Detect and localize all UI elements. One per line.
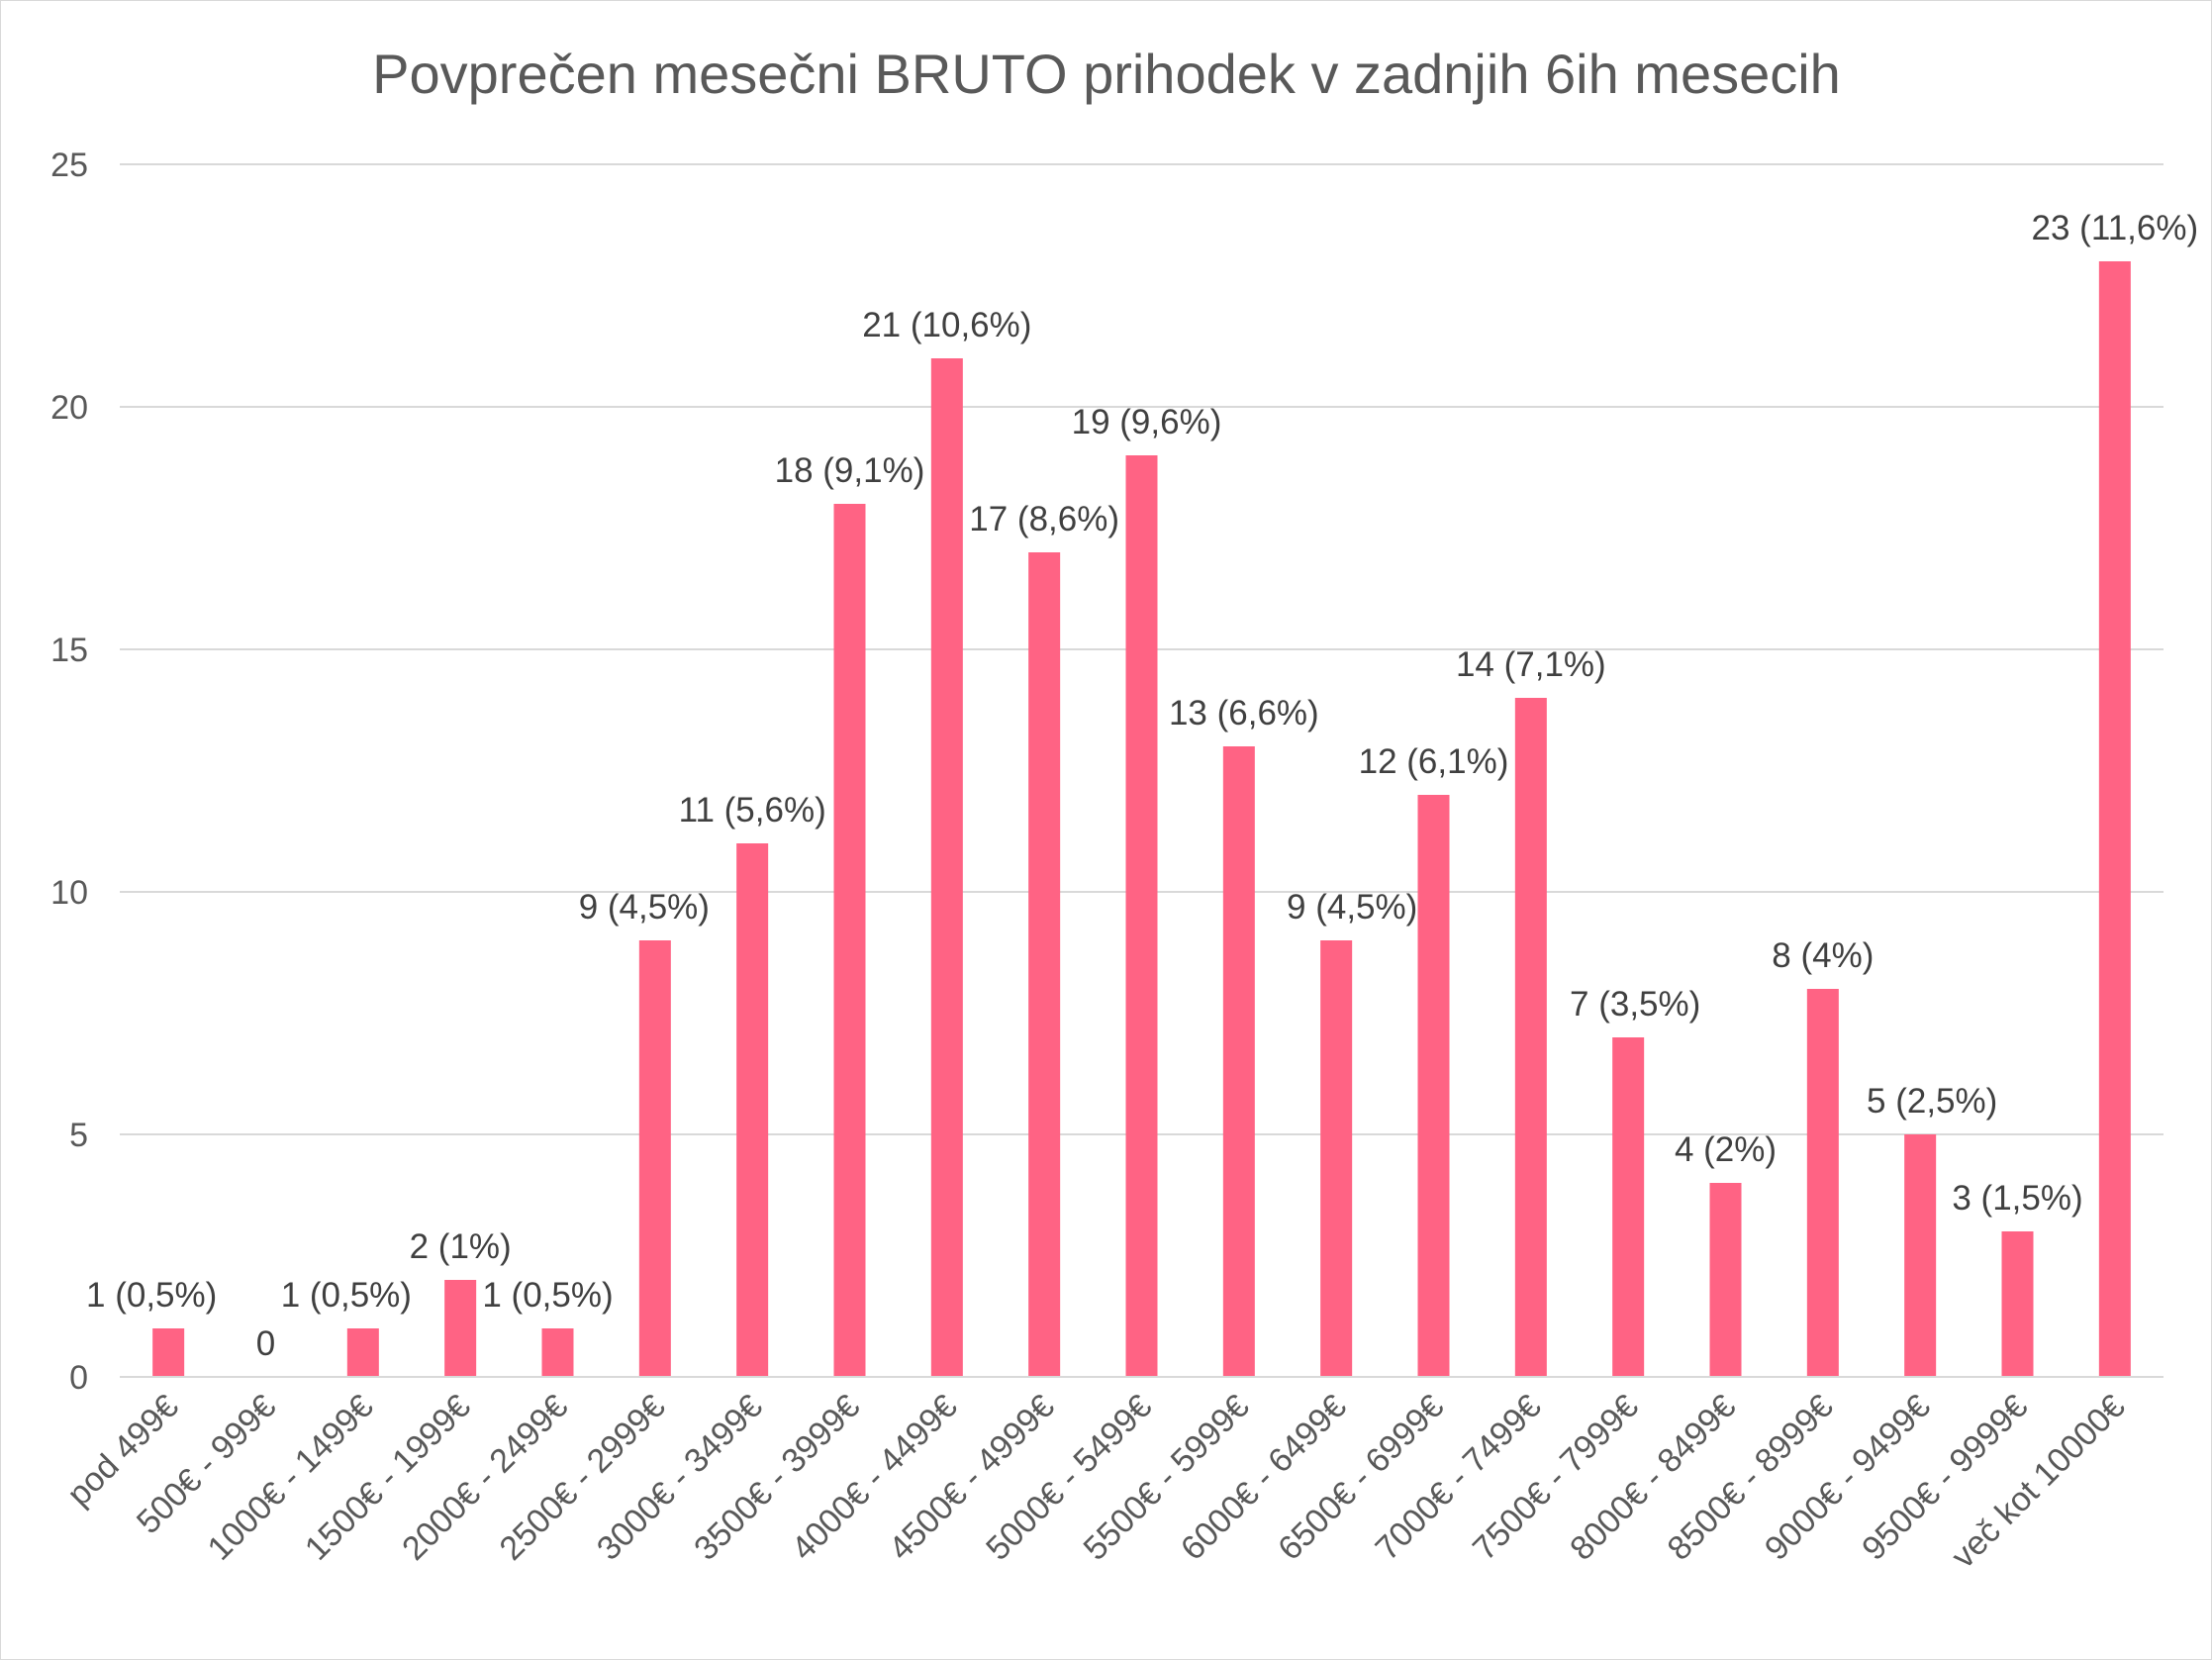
bar — [1514, 698, 1547, 1377]
y-tick-label: 10 — [50, 874, 88, 912]
data-label: 12 (6,1%) — [1359, 742, 1509, 781]
bar — [1806, 989, 1839, 1377]
x-category-label: 5000€ - 5499€ — [979, 1388, 1159, 1568]
bars — [152, 261, 2131, 1377]
data-label: 0 — [256, 1324, 275, 1363]
y-tick-label: 20 — [50, 389, 88, 427]
bar — [833, 504, 866, 1377]
bar — [638, 940, 671, 1377]
data-label: 19 (9,6%) — [1072, 403, 1222, 441]
bar — [541, 1328, 574, 1377]
chart-title: Povprečen mesečni BRUTO prihodek v zadnj… — [372, 43, 1841, 105]
data-label: 13 (6,6%) — [1169, 694, 1319, 733]
x-category-label: 8000€ - 8499€ — [1563, 1388, 1743, 1568]
y-tick-label: 0 — [69, 1359, 88, 1397]
data-label: 17 (8,6%) — [969, 500, 1119, 538]
data-label: 8 (4%) — [1772, 936, 1874, 975]
x-category-label: 1500€ - 1999€ — [298, 1388, 478, 1568]
data-label: 4 (2%) — [1675, 1130, 1777, 1169]
x-category-label: 7000€ - 7499€ — [1369, 1388, 1549, 1568]
bar — [444, 1280, 477, 1377]
bar — [1320, 940, 1353, 1377]
bar — [1612, 1037, 1645, 1377]
data-label: 9 (4,5%) — [579, 888, 710, 927]
x-category-label: 3500€ - 3999€ — [687, 1388, 867, 1568]
bar — [1709, 1183, 1742, 1377]
x-category-label: 8500€ - 8999€ — [1661, 1388, 1841, 1568]
x-category-label: 5500€ - 5999€ — [1077, 1388, 1257, 1568]
data-label: 18 (9,1%) — [775, 451, 925, 490]
x-category-label: 7500€ - 7999€ — [1466, 1388, 1646, 1568]
bar — [1028, 552, 1061, 1377]
data-label: 21 (10,6%) — [862, 306, 1031, 344]
x-category-label: 2000€ - 2499€ — [395, 1388, 575, 1568]
data-label: 1 (0,5%) — [86, 1276, 217, 1315]
data-label: 7 (3,5%) — [1570, 985, 1700, 1024]
bar — [2098, 261, 2131, 1377]
data-label: 1 (0,5%) — [482, 1276, 613, 1315]
x-category-label: 1000€ - 1499€ — [201, 1388, 381, 1568]
x-category-label: 9500€ - 9999€ — [1855, 1388, 2035, 1568]
data-label: 3 (1,5%) — [1952, 1179, 2082, 1218]
x-axis-category-labels: pod 499€500€ - 999€1000€ - 1499€1500€ - … — [60, 1388, 2133, 1576]
x-category-label: 4000€ - 4499€ — [785, 1388, 965, 1568]
data-labels: 1 (0,5%)01 (0,5%)2 (1%)1 (0,5%)9 (4,5%)1… — [86, 209, 2198, 1363]
data-label: 11 (5,6%) — [679, 791, 826, 830]
bar — [1417, 795, 1450, 1377]
y-tick-label: 15 — [50, 632, 88, 669]
data-label: 1 (0,5%) — [281, 1276, 412, 1315]
bar — [1904, 1134, 1937, 1377]
y-tick-label: 5 — [69, 1117, 88, 1154]
x-category-label: 6000€ - 6499€ — [1174, 1388, 1354, 1568]
bar — [152, 1328, 185, 1377]
data-label: 9 (4,5%) — [1287, 888, 1417, 927]
bar — [1125, 455, 1158, 1377]
y-axis-tick-labels: 0 5 10 15 20 25 — [50, 147, 88, 1397]
x-category-label: 2500€ - 2999€ — [493, 1388, 673, 1568]
x-category-label: 4500€ - 4999€ — [882, 1388, 1062, 1568]
data-label: 5 (2,5%) — [1867, 1082, 1997, 1121]
x-category-label: 9000€ - 9499€ — [1758, 1388, 1938, 1568]
bar — [736, 843, 769, 1377]
bar — [930, 358, 963, 1377]
bar — [346, 1328, 379, 1377]
x-category-label: 6500€ - 6999€ — [1271, 1388, 1451, 1568]
data-label: 14 (7,1%) — [1456, 645, 1606, 684]
bar — [1222, 746, 1255, 1377]
x-category-label: 3000€ - 3499€ — [590, 1388, 770, 1568]
data-label: 23 (11,6%) — [2032, 209, 2199, 247]
bar — [2001, 1231, 2034, 1377]
x-category-label: več kot 10000€ — [1945, 1388, 2133, 1576]
y-tick-label: 25 — [50, 147, 88, 184]
data-label: 2 (1%) — [410, 1227, 512, 1266]
